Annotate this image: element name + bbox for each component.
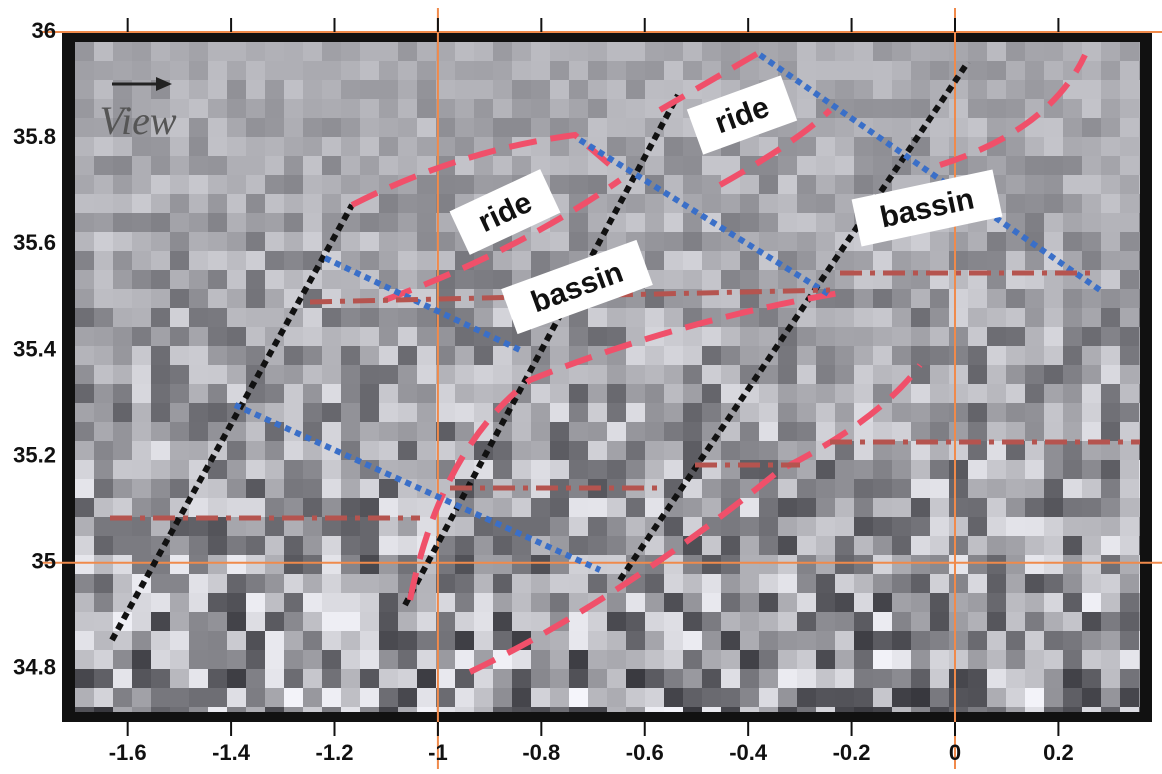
x-tick-label: -1.4 xyxy=(212,740,251,765)
y-tick-label: 35.8 xyxy=(13,124,56,149)
x-tick-label: -0.2 xyxy=(833,740,871,765)
x-tick-label: -0.8 xyxy=(522,740,560,765)
y-tick-label: 35.6 xyxy=(13,230,56,255)
x-tick-label: -0.4 xyxy=(729,740,768,765)
view-label: View xyxy=(99,98,176,143)
x-tick-label: -1.6 xyxy=(109,740,147,765)
y-tick-label: 35 xyxy=(32,549,56,574)
y-tick-label: 34.8 xyxy=(13,655,56,680)
x-tick-label: -1 xyxy=(428,740,448,765)
x-tick-label: 0 xyxy=(949,740,961,765)
x-tick-label: -1.2 xyxy=(316,740,354,765)
x-tick-label: 0.2 xyxy=(1043,740,1074,765)
page: {"chart_data": {"type": "map", "xlim": [… xyxy=(0,0,1162,774)
x-tick-label: -0.6 xyxy=(626,740,664,765)
y-tick-label: 36 xyxy=(32,18,56,43)
map-figure: View ride ride bassin bassin -1.6-1.4-1.… xyxy=(0,0,1162,769)
y-tick-label: 35.4 xyxy=(13,336,57,361)
y-tick-label: 35.2 xyxy=(13,442,56,467)
